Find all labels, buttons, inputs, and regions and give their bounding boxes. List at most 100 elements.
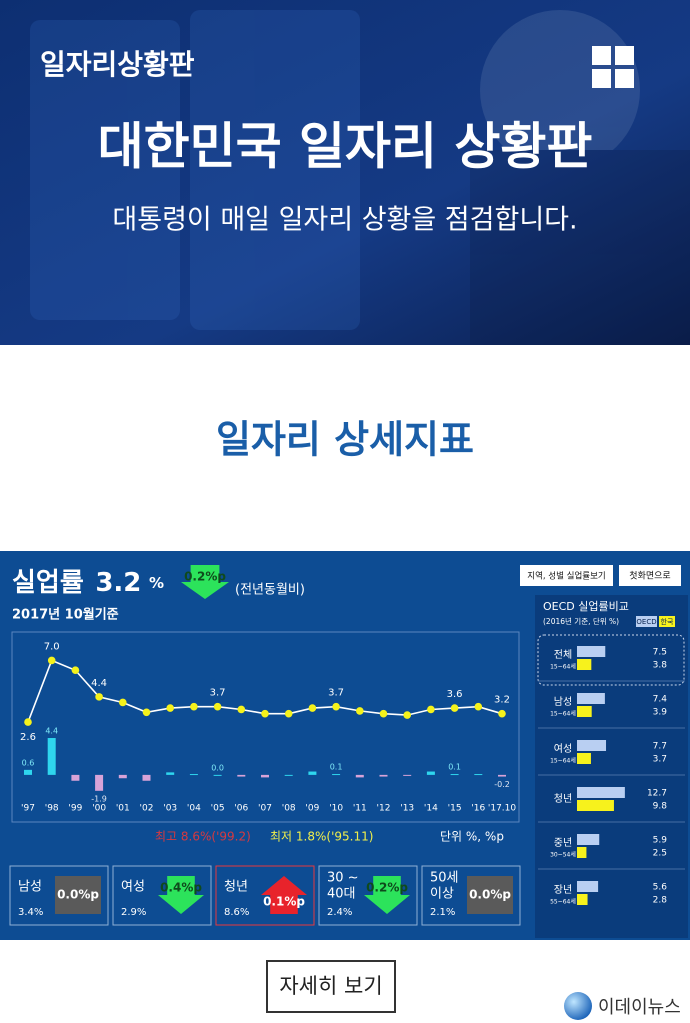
point-value-label: 3.2: [494, 695, 510, 706]
line-point: [379, 709, 388, 718]
change-arrow: [158, 876, 204, 914]
point-value-label: 7.0: [44, 641, 60, 652]
bar: [308, 771, 317, 775]
oecd-value: 2.8: [653, 896, 668, 906]
x-tick-label: '12: [377, 804, 391, 814]
oecd-bar: [577, 646, 606, 657]
chart-note: 최저 1.8%('95.11): [270, 830, 373, 844]
group-rate: 8.6%: [224, 907, 249, 918]
group-name: 50세: [430, 871, 459, 886]
oecd-value: 2.5: [653, 849, 667, 859]
indicator-unit: %: [149, 574, 164, 592]
x-tick-label: '97: [21, 804, 35, 814]
indicator-heading: 실업률 3.2 %: [12, 568, 164, 598]
x-tick-label: '15: [448, 804, 462, 814]
change-arrow: [181, 565, 229, 599]
line-point: [166, 704, 174, 712]
button-home[interactable]: [619, 565, 681, 586]
bar: [166, 772, 175, 775]
oecd-value: 7.4: [653, 695, 668, 705]
line-point: [213, 702, 222, 711]
x-tick-label: '04: [187, 804, 201, 814]
legend-swatch: [636, 616, 657, 627]
chart-frame: [11, 631, 520, 823]
button-label[interactable]: 첫화면으로: [629, 571, 670, 582]
oecd-value: 3.7: [653, 755, 667, 765]
x-tick-label: '99: [68, 804, 82, 814]
line-point: [427, 705, 435, 714]
bar: [379, 774, 388, 777]
x-tick-label: '98: [45, 804, 59, 814]
line-point: [71, 666, 80, 675]
line-point: [356, 707, 364, 715]
oecd-value: 5.6: [653, 883, 668, 893]
x-tick-label: '00: [92, 804, 106, 814]
group-name: 30 ~: [327, 871, 359, 886]
x-tick-label: '17.10: [488, 804, 517, 814]
group-change: 0.4%p: [160, 881, 202, 895]
line-point: [24, 718, 32, 726]
bar: [450, 774, 459, 776]
group-name: 40대: [327, 887, 356, 902]
detail-button-label[interactable]: 자세히 보기: [279, 974, 382, 998]
legend-label: OECD: [636, 618, 656, 626]
line-point: [190, 702, 198, 711]
x-tick-label: '16: [471, 804, 485, 814]
group-name: 이상: [430, 887, 454, 902]
oecd-bar: [577, 659, 592, 670]
detail-button[interactable]: [266, 960, 396, 1013]
bar: [403, 774, 412, 776]
line-point: [332, 702, 340, 711]
change-badge: [55, 876, 101, 914]
oecd-value: 12.7: [647, 789, 667, 799]
oecd-bar: [577, 881, 599, 892]
logo-icon: [564, 992, 592, 1020]
bar: [261, 774, 269, 778]
group-name: 여성: [121, 880, 145, 895]
bar: [118, 774, 127, 779]
x-tick-label: '09: [305, 804, 319, 814]
button-label[interactable]: 지역, 성별 실업률보기: [527, 571, 606, 582]
group-change: 0.2%p: [366, 881, 408, 895]
oecd-bar: [577, 800, 614, 811]
oecd-category: 남성: [554, 696, 572, 708]
line-point: [95, 693, 103, 701]
bar: [426, 771, 435, 775]
bar-value-label: -1.9: [91, 794, 107, 803]
oecd-category: 여성: [554, 743, 572, 755]
bar: [284, 774, 293, 776]
section-title: 일자리 상세지표: [216, 418, 474, 462]
oecd-panel: [535, 595, 688, 938]
line-point: [261, 709, 269, 718]
bar: [24, 769, 32, 775]
group-name: 청년: [224, 880, 248, 895]
oecd-value: 7.7: [653, 742, 667, 752]
x-tick-label: '13: [400, 804, 414, 814]
oecd-value: 3.8: [653, 661, 668, 671]
oecd-category: 청년: [554, 793, 572, 805]
button-region[interactable]: [520, 565, 613, 586]
change-arrow: [261, 876, 307, 914]
point-value-label: 4.4: [91, 678, 107, 689]
group-change: 0.0%p: [469, 888, 511, 902]
bar-value-label: 0.1: [448, 763, 461, 772]
selected-row: [537, 634, 685, 686]
bar-value-label: 0.1: [330, 763, 343, 772]
oecd-bar: [577, 753, 591, 764]
menu-icon[interactable]: [592, 46, 634, 88]
line-point: [498, 709, 506, 718]
bar-value-label: -0.2: [494, 780, 510, 789]
x-tick-label: '02: [140, 804, 154, 814]
point-value-label: 2.6: [20, 732, 36, 743]
bar: [142, 774, 151, 781]
point-value-label: 3.7: [328, 688, 344, 699]
oecd-bar: [577, 706, 592, 717]
line-point: [237, 705, 246, 714]
oecd-category: 장년: [554, 884, 572, 896]
chart-note: 단위 %, %p: [440, 830, 504, 844]
oecd-bar: [577, 740, 607, 751]
oecd-category: 전체: [554, 649, 572, 661]
line-point: [119, 698, 127, 707]
legend-swatch: [659, 616, 675, 627]
